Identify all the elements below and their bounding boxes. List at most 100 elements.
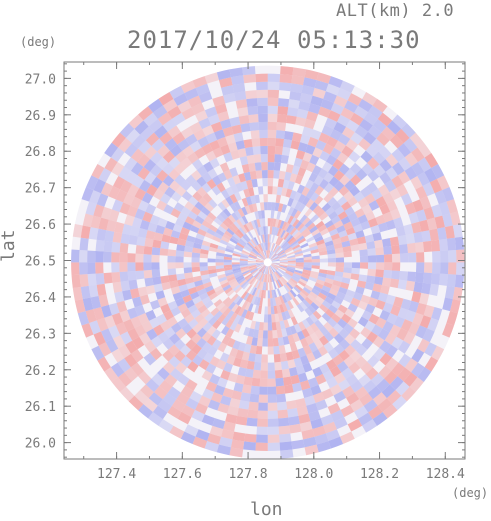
radar-cell [185,397,199,410]
radar-cell [79,262,88,275]
radar-cell [183,251,193,258]
radar-cell [279,320,286,330]
radar-cell [287,309,295,318]
radar-cell [255,434,268,443]
radar-cell [210,392,223,403]
radar-cell [262,330,268,339]
radar-cell [370,290,381,300]
radar-cell [270,265,277,272]
radar-cell [314,319,324,330]
radar-cell [296,184,306,194]
radar-cell [312,232,322,240]
radar-cell [340,404,355,418]
radar-cell [251,250,259,256]
radar-cell [143,398,158,412]
radar-cell [208,269,217,275]
radar-cell [359,392,373,406]
radar-cell [278,253,287,258]
radar-cell [95,251,104,263]
radar-cell [299,278,308,285]
radar-cell [260,265,266,273]
x-tick-label: 127.8 [228,467,267,482]
radar-cell [74,299,86,314]
radar-cell [185,240,195,248]
radar-cell [301,271,311,277]
radar-cell [360,186,372,198]
radar-cell [341,201,352,212]
radar-cell [248,221,254,230]
radar-cell [111,377,126,393]
radar-cell [347,318,358,329]
radar-cell [309,291,318,299]
radar-cell [321,312,332,322]
radar-cell [318,250,328,256]
radar-cell [270,252,276,260]
radar-cell [454,274,465,288]
radar-cell [161,234,171,243]
radar-cell [261,251,266,259]
radar-cell [277,219,282,229]
radar-cell [149,347,163,361]
radar-cell [259,253,266,260]
radar-cell [120,233,131,244]
radar-cell [253,219,259,229]
radar-cell [241,251,250,256]
radar-cell [350,399,364,412]
radar-cell [197,211,208,220]
radar-cell [253,361,262,371]
radar-cell [272,337,279,347]
radar-cell [196,186,207,198]
radar-cell [233,295,241,304]
radar-cell [221,335,231,346]
radar-cell [225,299,234,308]
radar-cell [269,226,273,235]
axis-ticks: 127.4 127.6 127.8 128.0 128.2 128.426.026.126… [25,62,465,482]
radar-cell [246,417,258,427]
radar-cell [234,246,243,252]
radar-cell [237,208,245,218]
radar-cell [185,174,197,186]
radar-cell [143,254,152,263]
radar-cell [231,212,239,221]
radar-cell [218,436,233,448]
radar-cell [214,384,226,396]
radar-cell [254,271,261,279]
radar-cell [267,89,280,99]
radar-cell [256,288,261,298]
radar-cell [315,239,325,246]
radar-cell [284,171,292,181]
radar-cell [412,199,424,213]
radar-cell [260,289,265,299]
radar-cell [348,150,361,163]
radar-cell [297,321,306,331]
radar-cell [444,285,455,300]
radar-cell [367,157,380,170]
radar-cell [377,398,393,412]
radar-cell [290,240,298,247]
radar-cell [185,349,197,362]
radar-cell [174,162,186,175]
radar-cell [287,264,296,268]
radar-cell [363,380,377,393]
radar-cell [375,299,386,310]
radar-cell [323,236,333,243]
radar-cell [334,140,346,153]
radar-cell [238,342,246,352]
radar-cell [276,211,282,220]
radar-cell [152,276,162,286]
radar-cell [310,322,320,333]
x-tick-label: 127.6 [163,467,202,482]
radar-cell [363,131,377,145]
radar-cell [151,254,160,263]
radar-cell [108,302,120,316]
radar-cell [255,442,268,451]
radar-cell [282,179,290,189]
radar-cell [93,306,105,321]
radar-cell [181,323,193,334]
radar-cell [312,310,322,320]
radar-cell [354,405,369,419]
radar-cell [180,385,194,398]
radar-cell [267,250,268,259]
radar-cell [256,227,261,236]
radar-cell [195,402,208,415]
